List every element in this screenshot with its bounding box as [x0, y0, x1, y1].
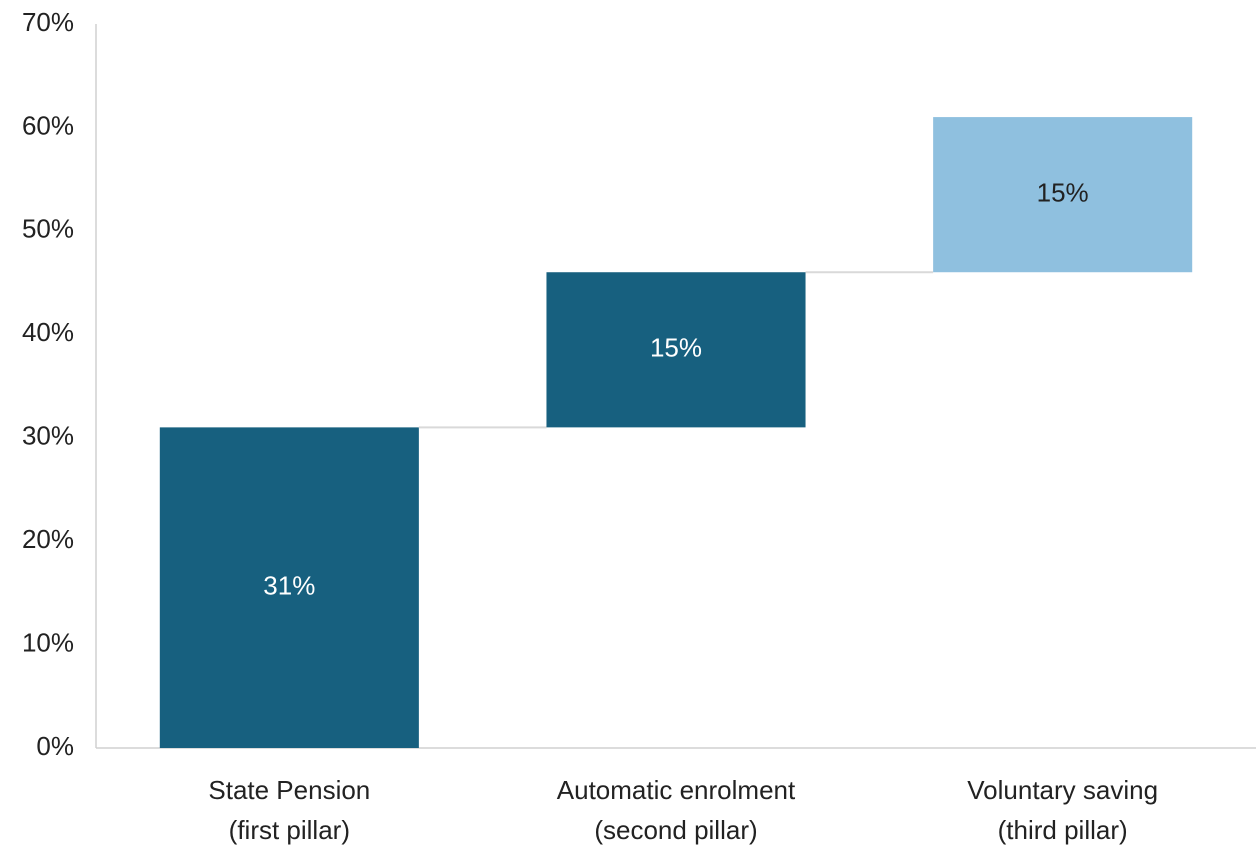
y-tick-label: 50% [22, 214, 74, 244]
data-label: 15% [1037, 178, 1089, 208]
x-tick-label: Voluntary saving (third pillar) [967, 775, 1158, 845]
bar [159, 427, 419, 748]
x-tick-label-line: Automatic enrolment [557, 775, 796, 805]
data-label: 15% [650, 333, 702, 363]
x-tick-label-line: Voluntary saving [967, 775, 1158, 805]
y-tick-label: 60% [22, 110, 74, 140]
y-tick-label: 10% [22, 627, 74, 657]
x-tick-label-line: (second pillar) [594, 815, 757, 845]
data-label: 31% [263, 571, 315, 601]
y-tick-label: 70% [22, 7, 74, 37]
x-tick-label: Automatic enrolment (second pillar) [557, 775, 796, 845]
x-tick-label-line: State Pension [208, 775, 370, 805]
x-tick-label: State Pension (first pillar) [208, 775, 370, 845]
y-tick-label: 20% [22, 524, 74, 554]
y-tick-label: 40% [22, 317, 74, 347]
y-tick-label: 0% [36, 731, 74, 761]
bar [933, 117, 1193, 273]
x-tick-label-line: (first pillar) [229, 815, 350, 845]
bar [546, 272, 806, 428]
y-tick-label: 30% [22, 421, 74, 451]
x-tick-label-line: (third pillar) [998, 815, 1128, 845]
